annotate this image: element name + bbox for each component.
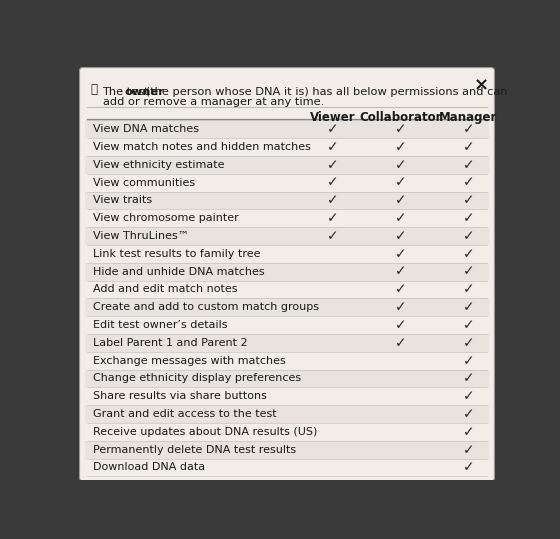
Text: ✓: ✓ xyxy=(463,336,474,350)
Text: Permanently delete DNA test results: Permanently delete DNA test results xyxy=(92,445,296,455)
Bar xyxy=(85,299,489,316)
Text: Viewer: Viewer xyxy=(310,111,356,124)
Bar xyxy=(85,441,489,459)
Text: Collaborator: Collaborator xyxy=(360,111,442,124)
Text: ✓: ✓ xyxy=(463,265,474,279)
Text: Link test results to family tree: Link test results to family tree xyxy=(92,249,260,259)
Bar xyxy=(85,423,489,441)
Bar xyxy=(85,227,489,245)
Text: View traits: View traits xyxy=(92,196,152,205)
Text: Add and edit match notes: Add and edit match notes xyxy=(92,285,237,294)
Text: View communities: View communities xyxy=(92,178,195,188)
Text: Receive updates about DNA results (US): Receive updates about DNA results (US) xyxy=(92,427,317,437)
Text: View DNA matches: View DNA matches xyxy=(92,124,199,134)
Text: Exchange messages with matches: Exchange messages with matches xyxy=(92,356,285,365)
Bar xyxy=(85,280,489,299)
Text: ✓: ✓ xyxy=(395,194,407,208)
Text: The test: The test xyxy=(102,87,153,97)
Text: ✓: ✓ xyxy=(463,158,474,172)
Text: Download DNA data: Download DNA data xyxy=(92,462,205,473)
Text: ✓: ✓ xyxy=(463,176,474,190)
Text: ✓: ✓ xyxy=(463,318,474,332)
Text: (the person whose DNA it is) has all below permissions and can: (the person whose DNA it is) has all bel… xyxy=(142,87,508,97)
Bar xyxy=(85,191,489,209)
Text: ✓: ✓ xyxy=(463,300,474,314)
Text: ✓: ✓ xyxy=(463,443,474,457)
Text: ✓: ✓ xyxy=(395,282,407,296)
FancyBboxPatch shape xyxy=(80,67,494,481)
Bar xyxy=(85,370,489,388)
Text: ✓: ✓ xyxy=(326,194,338,208)
Bar xyxy=(85,262,489,280)
Text: ✓: ✓ xyxy=(395,122,407,136)
Text: ✓: ✓ xyxy=(395,158,407,172)
Bar xyxy=(85,352,489,370)
Text: ✓: ✓ xyxy=(463,247,474,261)
Text: Manager: Manager xyxy=(439,111,498,124)
Text: ×: × xyxy=(474,77,489,94)
Text: ✓: ✓ xyxy=(395,265,407,279)
Bar xyxy=(85,120,489,138)
Text: ✓: ✓ xyxy=(463,407,474,421)
Text: ✓: ✓ xyxy=(463,282,474,296)
Text: ✓: ✓ xyxy=(463,229,474,243)
Text: Edit test owner’s details: Edit test owner’s details xyxy=(92,320,227,330)
Bar xyxy=(85,156,489,174)
Text: ✓: ✓ xyxy=(463,371,474,385)
Text: ✓: ✓ xyxy=(395,176,407,190)
Text: ✓: ✓ xyxy=(326,158,338,172)
Bar xyxy=(85,245,489,262)
Bar xyxy=(85,174,489,191)
Text: View ethnicity estimate: View ethnicity estimate xyxy=(92,160,224,170)
Bar xyxy=(85,209,489,227)
Text: add or remove a manager at any time.: add or remove a manager at any time. xyxy=(102,97,324,107)
Text: ✓: ✓ xyxy=(463,122,474,136)
Bar xyxy=(85,334,489,352)
Text: ✓: ✓ xyxy=(463,460,474,474)
Text: owner: owner xyxy=(125,87,165,97)
Text: ✓: ✓ xyxy=(395,140,407,154)
Text: ✓: ✓ xyxy=(463,389,474,403)
Text: Hide and unhide DNA matches: Hide and unhide DNA matches xyxy=(92,267,264,277)
Text: View ThruLines™: View ThruLines™ xyxy=(92,231,189,241)
Text: ✓: ✓ xyxy=(395,318,407,332)
Text: ✓: ✓ xyxy=(326,229,338,243)
Bar xyxy=(85,405,489,423)
Text: ✓: ✓ xyxy=(395,247,407,261)
Text: ⓘ: ⓘ xyxy=(91,83,98,96)
Text: ✓: ✓ xyxy=(463,354,474,368)
Text: ✓: ✓ xyxy=(395,300,407,314)
Bar xyxy=(85,388,489,405)
Text: ✓: ✓ xyxy=(326,140,338,154)
Text: ✓: ✓ xyxy=(395,211,407,225)
Text: Create and add to custom match groups: Create and add to custom match groups xyxy=(92,302,319,312)
Text: ✓: ✓ xyxy=(463,140,474,154)
Text: ✓: ✓ xyxy=(395,336,407,350)
Text: View match notes and hidden matches: View match notes and hidden matches xyxy=(92,142,310,152)
Bar xyxy=(85,459,489,476)
Text: Grant and edit access to the test: Grant and edit access to the test xyxy=(92,409,276,419)
Text: ✓: ✓ xyxy=(395,229,407,243)
Text: View chromosome painter: View chromosome painter xyxy=(92,213,239,223)
Text: ✓: ✓ xyxy=(326,176,338,190)
Text: ✓: ✓ xyxy=(463,211,474,225)
Text: Label Parent 1 and Parent 2: Label Parent 1 and Parent 2 xyxy=(92,338,247,348)
Text: ✓: ✓ xyxy=(463,194,474,208)
Bar xyxy=(85,138,489,156)
Text: ✓: ✓ xyxy=(326,211,338,225)
Text: Change ethnicity display preferences: Change ethnicity display preferences xyxy=(92,374,301,383)
Bar xyxy=(85,316,489,334)
Text: Share results via share buttons: Share results via share buttons xyxy=(92,391,267,401)
Text: ✓: ✓ xyxy=(326,122,338,136)
Text: ✓: ✓ xyxy=(463,425,474,439)
